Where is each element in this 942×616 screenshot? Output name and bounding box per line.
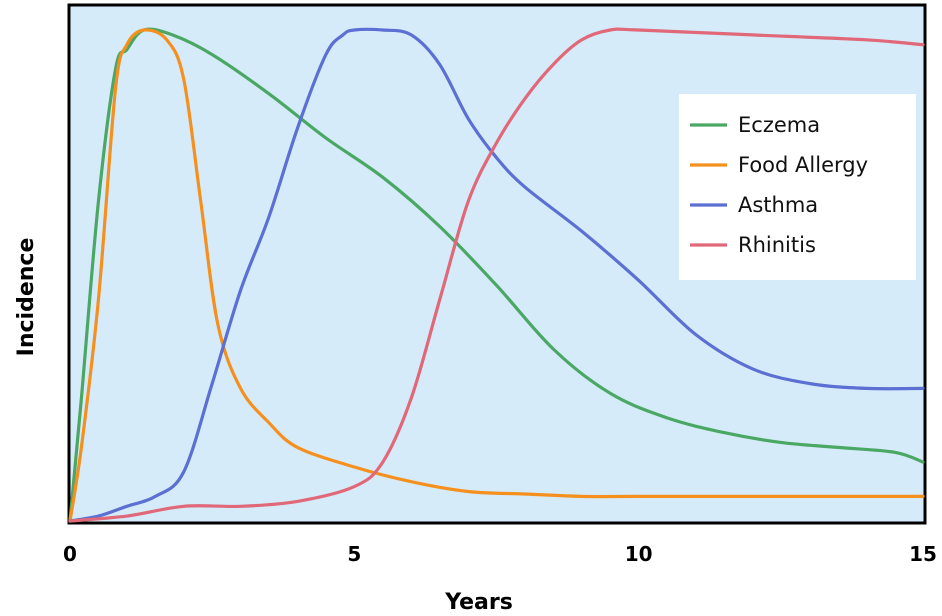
legend-label-rhinitis: Rhinitis xyxy=(738,233,816,257)
y-axis-title: Incidence xyxy=(14,238,39,357)
series-line-rhinitis xyxy=(68,27,925,523)
series-line-food-allergy xyxy=(68,28,925,523)
legend-label-food-allergy: Food Allergy xyxy=(738,153,868,177)
legend-label-eczema: Eczema xyxy=(738,113,820,137)
series-line-asthma xyxy=(68,27,925,523)
legend-label-asthma: Asthma xyxy=(738,193,818,217)
series-layer xyxy=(68,27,925,523)
x-tick-label: 0 xyxy=(63,542,77,566)
x-ticks: 0 5 10 15 xyxy=(63,542,937,566)
x-axis-title: Years xyxy=(444,590,513,615)
legend: Eczema Food Allergy Asthma Rhinitis xyxy=(679,94,916,280)
series-line-eczema xyxy=(68,27,925,523)
x-tick-label: 10 xyxy=(625,542,653,566)
x-tick-label: 15 xyxy=(909,542,937,566)
x-tick-label: 5 xyxy=(347,542,361,566)
